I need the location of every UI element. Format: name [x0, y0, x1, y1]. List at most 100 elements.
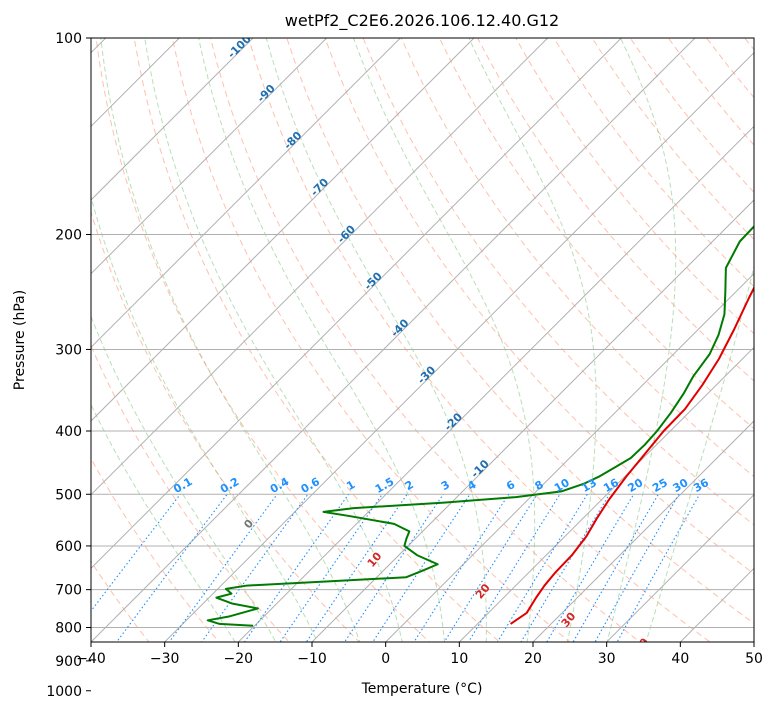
isotherm-line: [458, 346, 754, 642]
mixing-ratio-label: 6: [504, 478, 517, 493]
dry-adiabat-line: [515, 38, 754, 335]
mixing-ratio-line: [305, 493, 408, 642]
isotherm-line: [753, 641, 754, 642]
isotherm-label: -90: [255, 82, 278, 105]
isotherm-line: [237, 125, 754, 642]
dry-adiabat-line: [91, 210, 361, 642]
moist-adiabat-line: [645, 263, 754, 642]
isotherm-line: [605, 493, 754, 642]
mixing-ratio-label: 8: [533, 478, 546, 493]
mixing-ratio-label: 0.2: [218, 475, 241, 496]
mixing-ratio-label: 1.5: [373, 475, 396, 496]
mixing-ratio-line: [413, 493, 510, 642]
isotherm-line: [384, 272, 754, 642]
plot-frame: [90, 37, 755, 643]
x-tick-label: 50: [745, 651, 763, 667]
mixing-ratio-label: 20: [625, 476, 645, 495]
isotherm-line: [91, 38, 401, 349]
isotherm-line: [311, 199, 754, 642]
mixing-ratio-line: [616, 493, 701, 642]
temperature-profile-line: [509, 285, 754, 625]
y-tick-label: 200: [55, 228, 82, 244]
dry-adiabat-line: [744, 38, 754, 51]
dry-adiabat-line: [171, 38, 571, 642]
y-tick-label: 1000: [46, 684, 82, 700]
isotherm-line: [91, 38, 328, 275]
dry-adiabat-line: [667, 38, 754, 146]
moist-adiabat-label: 40: [632, 635, 652, 655]
mixing-ratio-label: 3: [439, 478, 452, 493]
mixing-ratio-line: [443, 493, 538, 642]
isotherm-label: -30: [415, 363, 438, 386]
mixing-ratio-line: [91, 493, 181, 612]
isotherm-label: -80: [281, 129, 304, 152]
chart-title: wetPf2_C2E6.2026.106.12.40.G12: [285, 11, 559, 31]
isotherm-line: [163, 51, 754, 642]
x-tick-label: −10: [297, 651, 327, 667]
mixing-ratio-line: [546, 493, 635, 642]
dry-adiabat-line: [629, 38, 754, 193]
x-tick-label: 0: [381, 651, 390, 667]
x-tick-label: 40: [671, 651, 689, 667]
y-tick-label: 400: [55, 424, 82, 440]
dry-adiabat-line: [210, 38, 641, 642]
dry-adiabat-line: [95, 38, 431, 642]
mixing-ratio-lines: [91, 493, 701, 642]
y-axis-label: Pressure (hPa): [12, 290, 28, 390]
dry-adiabat-line: [591, 38, 754, 241]
y-tick-label: 100: [55, 31, 82, 47]
isotherm-line: [532, 420, 754, 642]
dry-adiabat-line: [362, 38, 754, 526]
y-tick-label: 700: [55, 583, 82, 599]
mixing-ratio-line: [372, 493, 471, 642]
dry-adiabat-line: [324, 38, 754, 575]
isotherm-label: -10: [468, 457, 491, 480]
isotherm-label: -100: [225, 32, 254, 61]
pressure-gridlines: [91, 38, 754, 628]
x-tick-label: −40: [76, 651, 106, 667]
dry-adiabat-line: [400, 38, 754, 478]
x-tick-label: 30: [598, 651, 616, 667]
line-labels: -100-90-80-70-60-50-40-30-20-100.1 0.2 0.4…: [171, 32, 711, 655]
mixing-ratio-label: 30: [671, 476, 691, 495]
moist-adiabat-line: [144, 38, 403, 642]
mixing-ratio-label: 1: [344, 478, 357, 493]
mixing-ratio-line: [279, 493, 383, 642]
y-tick-label: 800: [55, 621, 82, 637]
plot-area: -100-90-80-70-60-50-40-30-20-100.1 0.2 0.4…: [91, 32, 754, 655]
moist-adiabat-line: [468, 38, 597, 642]
dry-adiabat-line: [133, 38, 501, 642]
moist-adiabat-line: [352, 38, 536, 642]
moist-adiabat-line: [91, 403, 236, 642]
isotherm-line: [91, 38, 696, 642]
isotherm-line: [91, 38, 622, 570]
mixing-ratio-line: [243, 493, 349, 642]
x-tick-label: 20: [524, 651, 542, 667]
moist-adiabat-line: [198, 38, 445, 642]
moist-adiabat-label: 0: [241, 517, 256, 531]
y-tick-label: 600: [55, 539, 82, 555]
moist-adiabat-line: [606, 38, 677, 642]
mixing-ratio-line: [520, 493, 610, 642]
y-tick-label: 500: [55, 487, 82, 503]
dry-adiabat-line: [438, 38, 754, 430]
isotherm-label: -50: [362, 269, 385, 292]
dewpoint-profile-line: [206, 225, 754, 627]
isotherm-line: [91, 38, 254, 201]
mixing-ratio-line: [168, 493, 278, 642]
mixing-ratio-label: 0.4: [268, 475, 292, 496]
dry-adiabats: [91, 38, 754, 642]
mixing-ratio-label: 0.6: [299, 475, 323, 496]
isotherm-label: -70: [308, 176, 331, 199]
isotherm-label: -60: [335, 222, 358, 245]
moist-adiabat-line: [265, 38, 487, 642]
mixing-ratio-line: [594, 493, 680, 642]
dry-adiabat-line: [91, 560, 150, 642]
y-axis-ticks: 100 200 300 400 500 600 700 800 900 1000: [46, 31, 91, 700]
mixing-ratio-label: 16: [601, 476, 621, 495]
x-tick-label: 10: [450, 651, 468, 667]
isotherm-line: [91, 38, 475, 422]
moist-adiabat-label: 10: [365, 549, 385, 569]
mixing-ratio-label: 2: [403, 478, 416, 493]
